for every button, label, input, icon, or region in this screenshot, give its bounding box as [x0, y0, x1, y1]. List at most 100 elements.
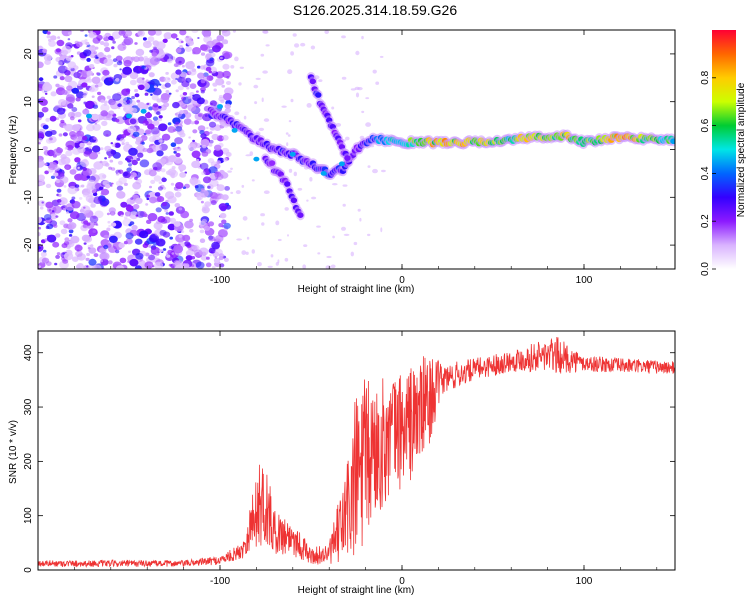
noise-speckle	[132, 56, 140, 63]
noise-speckle	[230, 191, 234, 194]
noise-speckle	[161, 202, 167, 207]
noise-speckle	[350, 251, 354, 257]
noise-speckle	[67, 31, 72, 36]
noise-speckle	[192, 94, 195, 97]
noise-speckle	[171, 79, 177, 85]
noise-speckle	[286, 142, 289, 147]
noise-speckle	[66, 144, 74, 151]
noise-speckle	[141, 65, 146, 70]
noise-speckle	[101, 120, 108, 127]
noise-speckle	[281, 105, 287, 108]
noise-speckle	[147, 213, 158, 222]
noise-speckle	[161, 133, 171, 141]
noise-speckle	[197, 125, 206, 132]
noise-speckle	[70, 67, 75, 72]
noise-speckle	[80, 205, 91, 214]
noise-speckle	[103, 100, 108, 104]
noise-speckle	[75, 264, 81, 269]
noise-speckle	[67, 103, 74, 109]
noise-speckle	[155, 207, 162, 213]
noise-speckle	[201, 218, 208, 224]
noise-speckle	[107, 220, 111, 224]
x-tick-label: -100	[210, 275, 230, 286]
noise-speckle	[208, 235, 216, 242]
spectrogram-x-ticks: -100 0 100	[37, 30, 658, 286]
noise-speckle	[230, 167, 233, 170]
noise-speckle	[224, 103, 231, 109]
noise-speckle	[83, 220, 89, 225]
noise-speckle	[167, 122, 172, 126]
snr-panel: -100 0 100 0 100 200 300 400 Height of straigh…	[8, 330, 676, 596]
noise-speckle	[199, 238, 206, 243]
noise-speckle	[136, 210, 145, 218]
noise-speckle	[124, 211, 131, 217]
noise-speckle	[111, 143, 116, 147]
noise-speckle	[123, 59, 132, 67]
noise-speckle	[129, 72, 139, 80]
noise-speckle	[111, 182, 114, 185]
y-tick-label: 300	[23, 398, 34, 415]
noise-speckle	[126, 94, 131, 97]
noise-speckle	[102, 174, 107, 179]
noise-speckle	[48, 209, 52, 212]
noise-speckle	[108, 224, 111, 228]
noise-speckle	[64, 123, 74, 132]
noise-speckle	[197, 196, 202, 201]
main-ridge-point	[670, 138, 675, 145]
noise-speckle	[179, 94, 184, 98]
noise-speckle	[164, 209, 169, 213]
noise-speckle	[168, 94, 171, 97]
noise-speckle	[99, 252, 110, 261]
noise-speckle	[213, 88, 217, 92]
noise-speckle	[100, 99, 105, 104]
noise-speckle	[213, 148, 224, 157]
noise-speckle	[119, 257, 127, 264]
noise-speckle	[153, 85, 157, 89]
noise-speckle	[101, 188, 110, 196]
noise-speckle	[146, 194, 151, 198]
noise-speckle	[166, 170, 172, 176]
noise-speckle	[129, 258, 139, 267]
noise-speckle	[69, 211, 80, 220]
noise-speckle	[310, 45, 316, 50]
noise-speckle	[59, 53, 63, 57]
noise-speckle	[118, 242, 125, 248]
noise-speckle	[209, 179, 219, 187]
noise-speckle	[200, 90, 205, 94]
spectrogram-xlabel: Height of straight line (km)	[298, 284, 415, 295]
noise-speckle	[64, 75, 73, 83]
noise-speckle	[75, 97, 81, 102]
noise-speckle	[342, 203, 346, 207]
noise-speckle	[175, 77, 178, 81]
noise-speckle	[100, 259, 103, 263]
noise-speckle	[97, 152, 101, 155]
noise-speckle	[116, 185, 124, 191]
noise-speckle	[67, 218, 73, 223]
noise-speckle	[332, 183, 338, 186]
noise-speckle	[110, 142, 114, 145]
noise-speckle	[188, 68, 197, 76]
noise-speckle	[79, 197, 83, 200]
noise-speckle	[109, 184, 113, 187]
noise-speckle	[242, 216, 248, 221]
noise-speckle	[61, 50, 65, 53]
noise-speckle	[75, 250, 83, 257]
noise-speckle	[270, 254, 274, 258]
noise-speckle	[38, 174, 45, 182]
y-tick-label: 0	[23, 567, 34, 573]
noise-speckle	[88, 168, 97, 175]
noise-speckle	[125, 205, 134, 212]
noise-speckle	[129, 221, 135, 226]
noise-speckle	[207, 221, 215, 227]
noise-speckle	[288, 120, 292, 123]
noise-speckle	[325, 265, 332, 269]
noise-speckle	[267, 265, 273, 268]
noise-speckle	[108, 76, 114, 82]
secondary-ridge-point	[315, 92, 322, 98]
noise-speckle	[55, 254, 60, 259]
noise-speckle	[222, 92, 232, 101]
noise-speckle	[160, 218, 168, 224]
noise-speckle	[125, 232, 134, 240]
noise-speckle	[85, 257, 90, 262]
ridge-highlight	[338, 161, 345, 167]
